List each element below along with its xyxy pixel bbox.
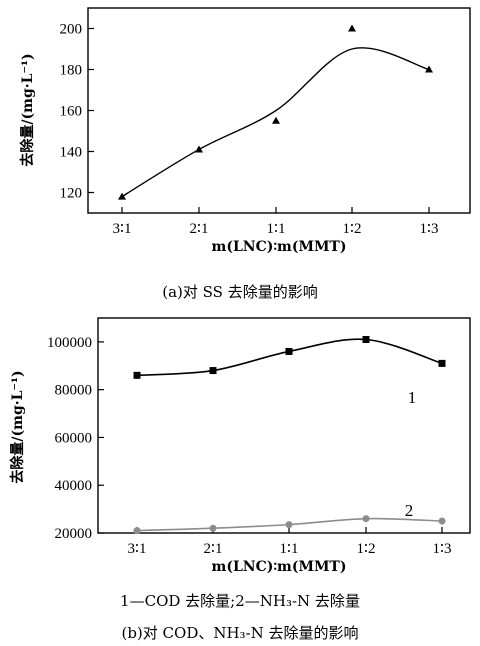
x-tick-label: 1∶2 — [357, 541, 376, 557]
data-point — [362, 515, 370, 523]
data-point — [285, 521, 293, 529]
data-point — [133, 371, 141, 379]
x-axis-label: m(LNC)∶m(MMT) — [212, 559, 347, 575]
x-axis-label: m(LNC)∶m(MMT) — [212, 239, 347, 255]
series-label: 1 — [408, 388, 417, 407]
data-point — [133, 527, 141, 535]
y-tick-label: 60000 — [55, 430, 93, 446]
x-tick-label: 1∶1 — [267, 221, 286, 237]
data-point — [362, 336, 370, 343]
x-tick-label: 3∶1 — [113, 221, 132, 237]
plot-frame — [97, 317, 471, 534]
data-point — [438, 517, 446, 525]
y-tick-label: 180 — [60, 63, 83, 79]
x-tick-label: 2∶1 — [204, 541, 223, 557]
chart-b: 20000 40000 60000 80000 100000 3∶1 2∶1 1∶1 1∶2 1∶… — [9, 317, 471, 642]
data-point — [118, 192, 126, 200]
legend-text: 1—COD 去除量;2—NH₃-N 去除量 — [120, 592, 360, 610]
y-tick-label: 160 — [60, 104, 83, 120]
data-point — [348, 24, 356, 32]
data-point — [195, 145, 203, 153]
y-tick-label: 20000 — [55, 526, 93, 542]
x-tick-label: 1∶1 — [280, 541, 299, 557]
y-tick-label: 140 — [60, 145, 83, 161]
series-label: 2 — [405, 501, 414, 520]
y-tick-label: 40000 — [55, 478, 93, 494]
y-tick-label: 200 — [60, 22, 83, 38]
y-tick-label: 80000 — [55, 383, 93, 399]
chart-caption: (b)对 COD、NH₃-N 去除量的影响 — [121, 624, 358, 642]
data-point — [425, 65, 433, 73]
x-tick-label: 1∶3 — [420, 221, 439, 237]
chart-caption: (a)对 SS 去除量的影响 — [162, 283, 317, 301]
y-axis-label: 去除量/(mg·L⁻¹) — [19, 53, 36, 166]
trend-curve — [121, 47, 430, 198]
x-tick-label: 1∶3 — [433, 541, 452, 557]
x-tick-label: 1∶2 — [343, 221, 362, 237]
data-point — [285, 347, 293, 355]
data-point — [272, 116, 280, 124]
series-1-line — [136, 338, 443, 377]
data-point — [209, 367, 217, 375]
x-tick-label: 3∶1 — [128, 541, 147, 557]
y-tick-label: 100000 — [47, 335, 92, 351]
y-tick-label: 120 — [60, 186, 83, 202]
data-point — [438, 359, 446, 367]
chart-a: 120 140 160 180 200 3∶1 2∶1 1∶1 1∶2 1∶3 去除量/(mg·L⁻… — [19, 7, 471, 301]
data-point — [209, 524, 217, 532]
x-tick-label: 2∶1 — [190, 221, 209, 237]
y-axis-label: 去除量/(mg·L⁻¹) — [9, 370, 26, 483]
